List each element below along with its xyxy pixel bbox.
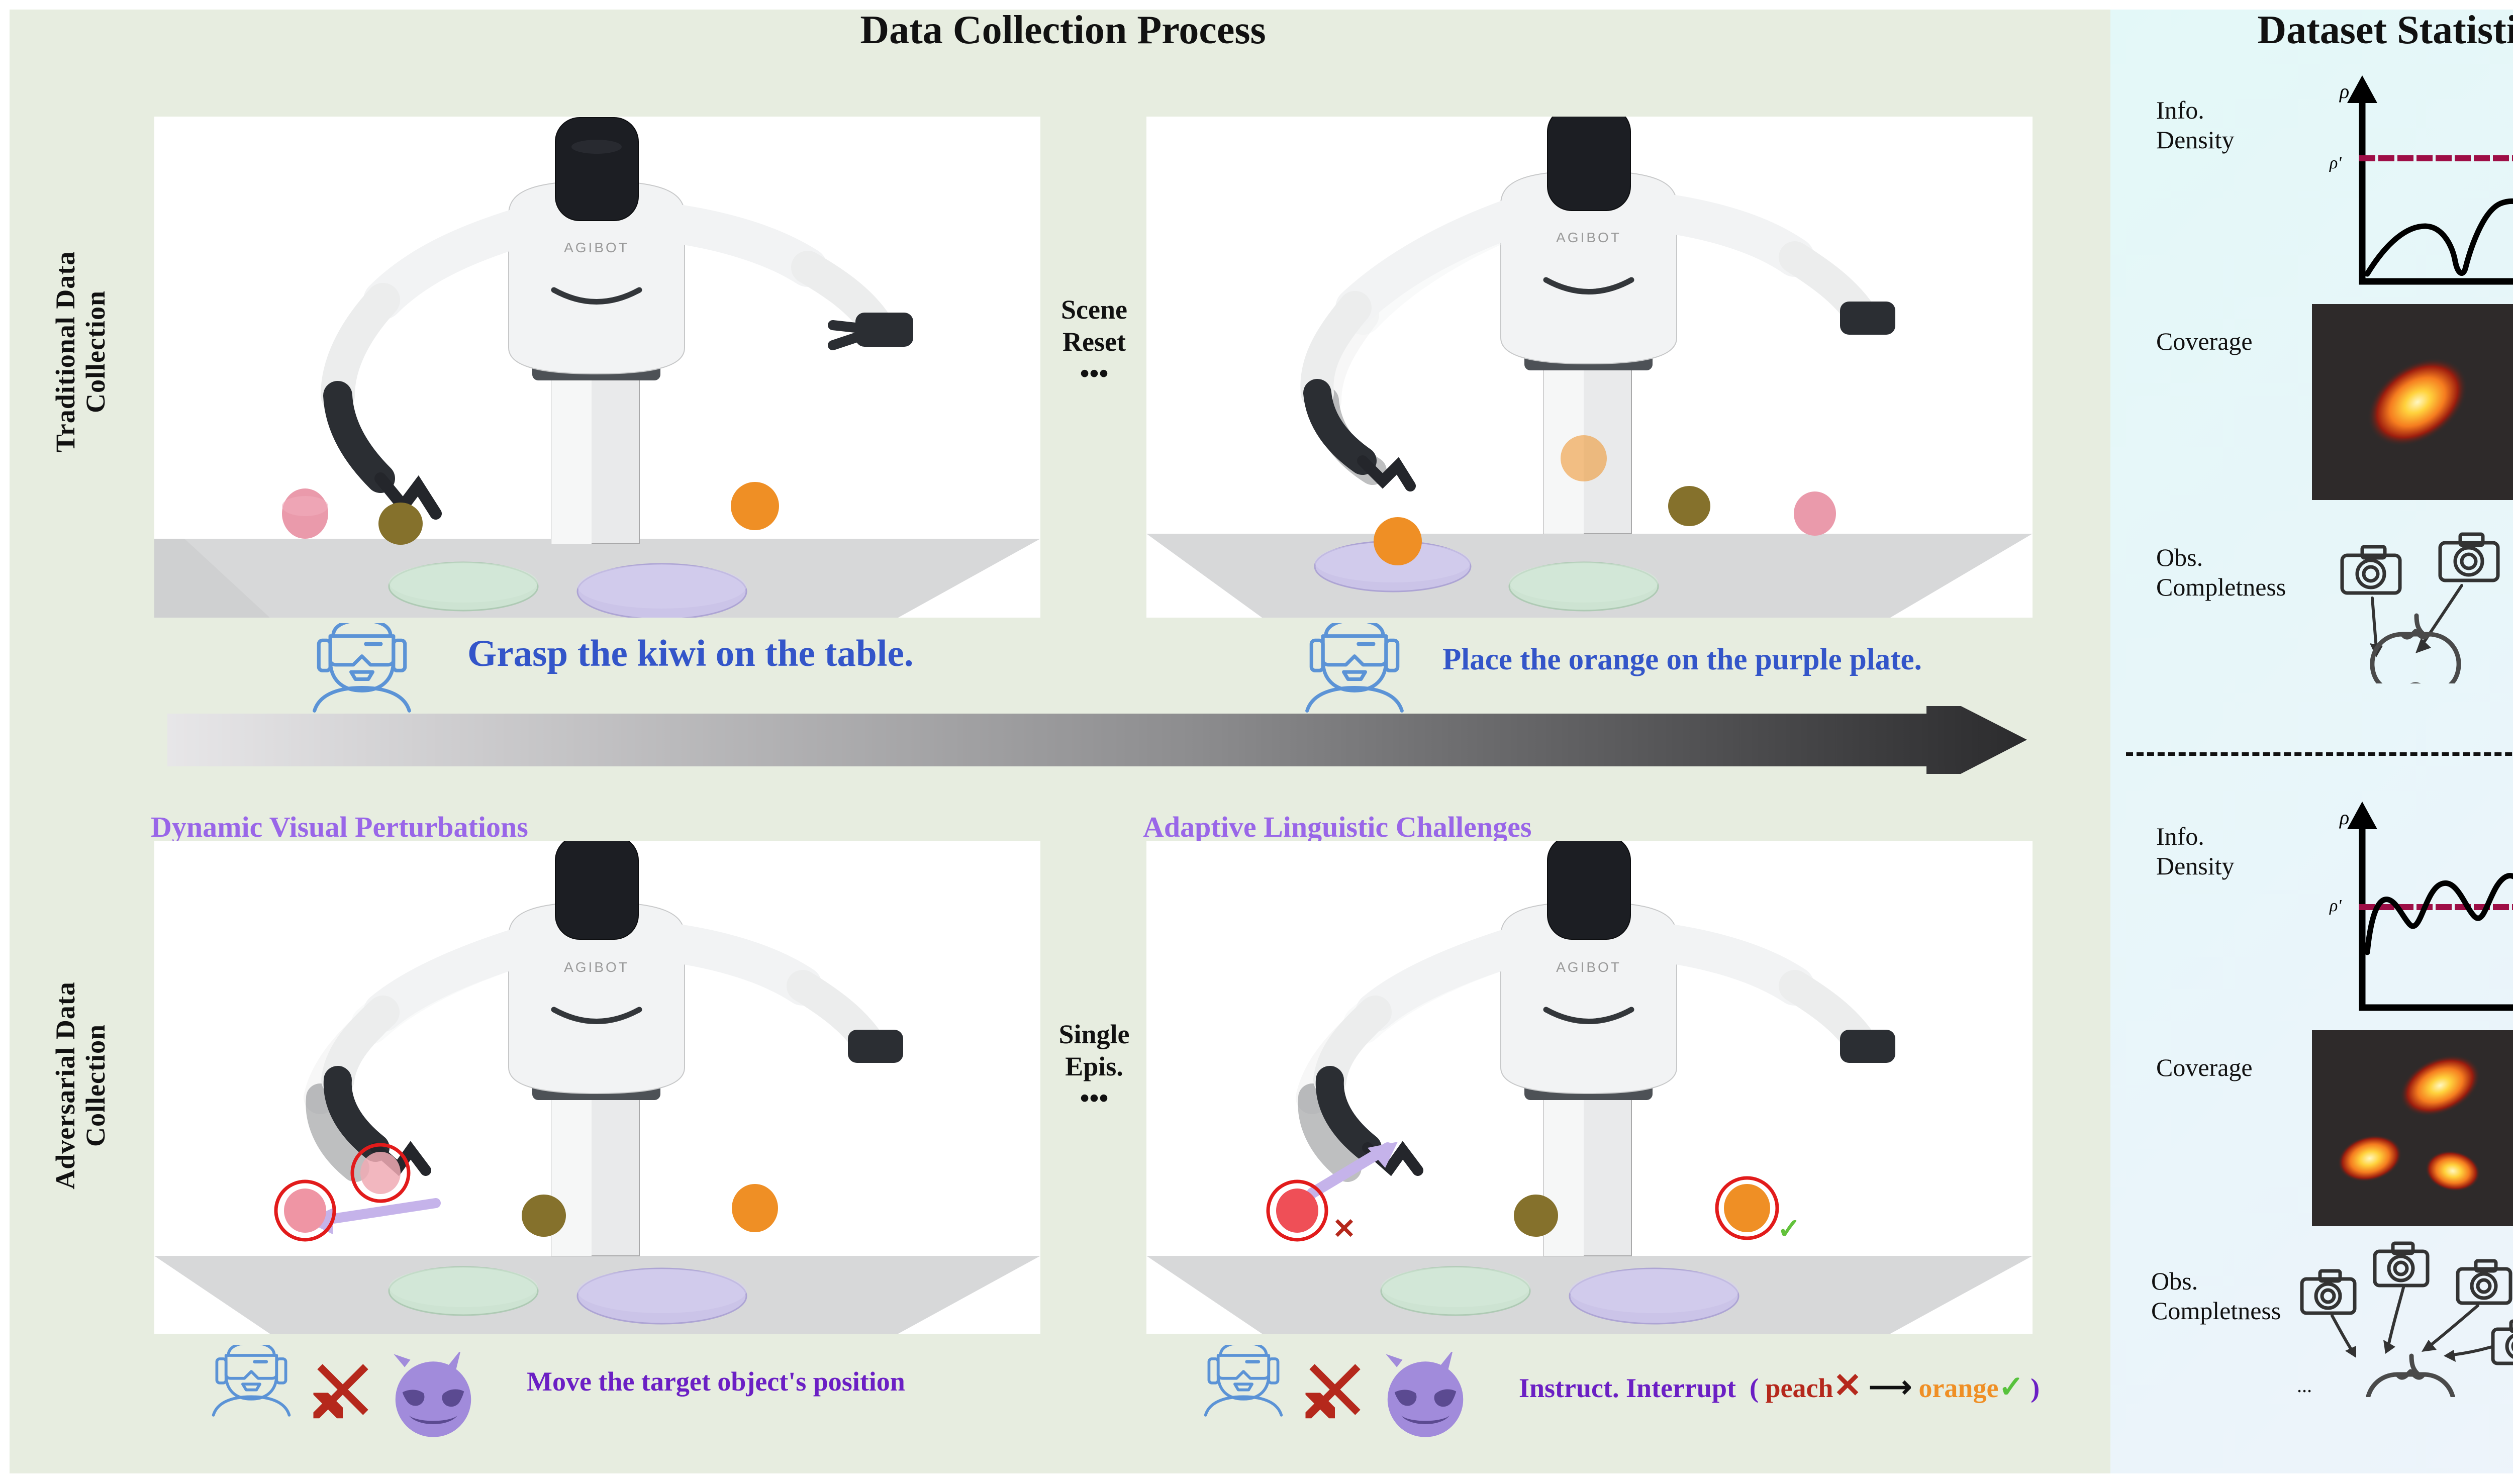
svg-text:...: ... — [2297, 1374, 2312, 1397]
svg-text:✓: ✓ — [1777, 1213, 1801, 1244]
svg-text:AGIBOT: AGIBOT — [1556, 959, 1621, 975]
svg-text:ρ': ρ' — [2329, 154, 2342, 172]
svg-text:ρ': ρ' — [2329, 897, 2342, 915]
svg-text:ρ: ρ — [2339, 806, 2349, 829]
svg-text:AGIBOT: AGIBOT — [564, 959, 629, 975]
svg-text:ρ: ρ — [2339, 80, 2349, 103]
svg-text:AGIBOT: AGIBOT — [1556, 230, 1621, 245]
svg-text:AGIBOT: AGIBOT — [564, 240, 629, 255]
svg-text:✕: ✕ — [1332, 1213, 1356, 1244]
